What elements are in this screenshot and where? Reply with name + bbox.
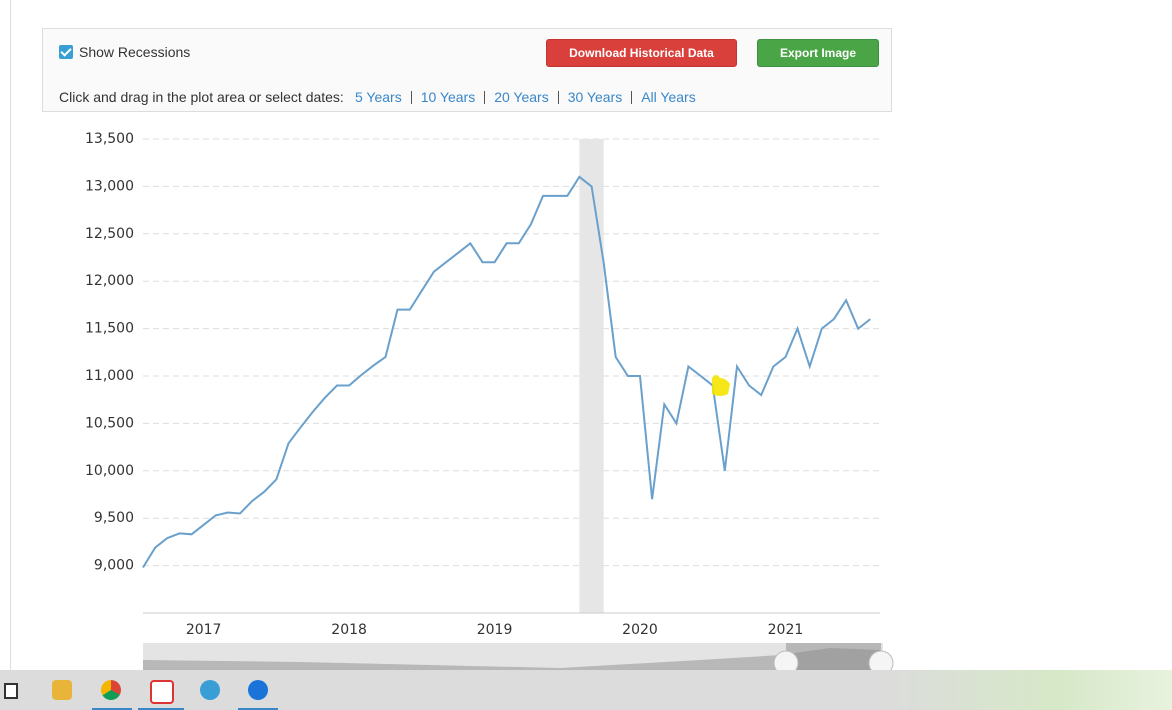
active-indicator [238,708,278,710]
active-indicator [92,708,132,710]
taskbar [0,670,1172,710]
range-link[interactable]: All Years [641,89,696,105]
y-tick-label: 10,000 [85,463,134,479]
separator [557,90,559,104]
y-tick-label: 10,500 [85,415,134,431]
range-link[interactable]: 5 Years [355,89,402,105]
cursor [712,375,730,396]
page-edge [10,0,11,670]
y-tick-label: 13,000 [85,178,134,194]
x-tick-label: 2018 [331,622,367,638]
separator [631,90,633,104]
toolbar: Show Recessions Download Historical Data… [42,28,892,112]
range-link[interactable]: 10 Years [420,89,476,105]
separator [484,90,486,104]
range-links: 5 Years 10 Years 20 Years 30 Years All Years [355,89,696,105]
y-tick-label: 11,000 [85,368,134,384]
x-tick-label: 2020 [622,622,658,638]
checkbox-label[interactable]: Show Recessions [79,44,191,60]
x-tick-label: 2021 [768,622,804,638]
download-button[interactable]: Download Historical Data [546,39,737,67]
ie-icon[interactable] [200,680,220,700]
y-tick-label: 13,500 [85,131,134,147]
navigator [143,643,894,670]
y-tick-label: 11,500 [85,321,134,337]
navigator-window [786,643,881,670]
navigator-area [143,648,880,670]
x-tick-label: 2019 [477,622,513,638]
active-indicator [138,708,184,710]
navigator-handle[interactable] [868,650,894,670]
plot: 9,000 9,500 10,000 10,500 11,000 11,500 12,000… [85,131,880,638]
checkbox[interactable] [59,45,73,59]
separator [410,90,412,104]
chart: 9,000 9,500 10,000 10,500 11,000 11,500 12,000… [85,131,894,670]
navigator-handle[interactable] [773,650,799,670]
y-tick-label: 9,000 [94,558,134,574]
app-icon[interactable] [150,680,174,704]
task-view-icon[interactable] [4,683,18,699]
app-icon[interactable] [248,680,268,700]
data-line [142,175,871,569]
explorer-icon[interactable] [52,680,72,700]
export-button[interactable]: Export Image [757,39,879,67]
prompt: Click and drag in the plot area or selec… [59,89,344,105]
range-link[interactable]: 30 Years [567,89,623,105]
chrome-icon[interactable] [101,680,121,700]
y-tick-label: 12,000 [85,273,134,289]
range-link[interactable]: 20 Years [494,89,549,105]
y-tick-label: 9,500 [94,510,134,526]
y-tick-label: 12,500 [85,226,134,242]
x-tick-label: 2017 [186,622,222,638]
recession-band [579,139,604,613]
